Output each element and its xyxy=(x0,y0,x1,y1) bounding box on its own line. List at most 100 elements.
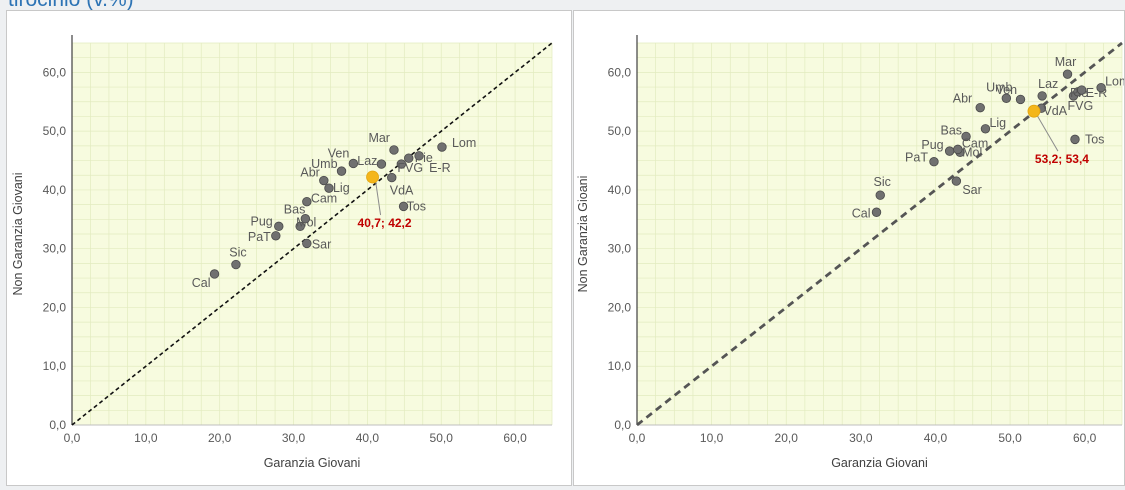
x-tick-label: 40,0 xyxy=(356,431,380,445)
x-tick-label: 40,0 xyxy=(924,431,948,445)
data-point-mar xyxy=(389,145,399,155)
data-label-pug: Pug xyxy=(251,214,273,228)
data-label-bas: Bas xyxy=(941,123,963,137)
data-point-cal xyxy=(209,269,220,279)
y-tick-label: 30,0 xyxy=(43,242,67,256)
y-tick-label: 10,0 xyxy=(43,359,67,373)
highlight-label: 40,7; 42,2 xyxy=(358,216,412,230)
y-tick-label: 60,0 xyxy=(608,65,632,79)
data-label-pat: PaT xyxy=(905,151,928,165)
y-tick-label: 0,0 xyxy=(49,418,66,432)
y-axis-label: Non Garanzia Giovani xyxy=(11,173,25,296)
data-point-lig xyxy=(324,183,334,193)
data-label-cam: Cam xyxy=(962,136,988,150)
data-label-fvg: FVG xyxy=(397,161,423,175)
data-label-pug: Pug xyxy=(921,138,943,152)
y-tick-label: 60,0 xyxy=(43,65,67,79)
x-tick-label: 60,0 xyxy=(1073,431,1097,445)
data-label-e-r: E-R xyxy=(429,161,451,175)
data-label-lig: Lig xyxy=(333,181,350,195)
scatter-chart-right: 0,0 10,0 20,0 30,0 40,0 50,0 60,0 0,0 10,0 20,0 30… xyxy=(576,35,1125,470)
data-point-cam xyxy=(953,144,963,155)
data-point-sic xyxy=(231,259,241,270)
reference-line-bisector xyxy=(636,41,1123,427)
x-axis-label: Garanzia Giovani xyxy=(264,456,361,470)
x-tick-label: 50,0 xyxy=(430,431,454,445)
chart-panel-right: 0,0 10,0 20,0 30,0 40,0 50,0 60,0 0,0 10,0 20,0 30… xyxy=(573,10,1125,486)
data-point-abr xyxy=(319,175,329,186)
data-point-lom xyxy=(437,142,447,152)
data-label-bas: Bas xyxy=(284,203,306,217)
data-label-sic: Sic xyxy=(874,175,891,189)
x-tick-label: 30,0 xyxy=(282,431,306,445)
data-label-pat: PaT xyxy=(248,230,271,244)
data-label-lom: Lom xyxy=(452,136,476,150)
data-point-tos xyxy=(398,201,409,212)
data-point-e-r xyxy=(1077,85,1087,95)
y-tick-label: 50,0 xyxy=(43,124,67,138)
highlight-label: 53,2; 53,4 xyxy=(1035,152,1089,166)
data-label-ven: Ven xyxy=(328,146,350,160)
data-point-pie xyxy=(404,153,414,163)
x-tick-label: 20,0 xyxy=(208,431,232,445)
y-tick-label: 0,0 xyxy=(614,418,631,432)
reference-line-bisector xyxy=(71,42,553,426)
chart-panel-left: 0,0 10,0 20,0 30,0 40,0 50,0 60,0 0,0 10,0 20,0 30… xyxy=(6,10,572,486)
data-point-umb xyxy=(336,166,347,176)
y-tick-label: 40,0 xyxy=(608,183,632,197)
data-label-sar: Sar xyxy=(962,183,981,197)
x-tick-label: 10,0 xyxy=(700,431,724,445)
x-tick-label: 60,0 xyxy=(503,431,527,445)
y-axis-label: Non Garanzia Gioani xyxy=(576,176,590,293)
data-point-sic xyxy=(875,190,885,200)
scatter-chart-left: 0,0 10,0 20,0 30,0 40,0 50,0 60,0 0,0 10,0 20,0 30… xyxy=(11,35,553,470)
data-point-ven xyxy=(1001,93,1012,103)
data-point-pug xyxy=(944,146,955,156)
x-tick-label: 10,0 xyxy=(134,431,158,445)
data-label-umb: Umb xyxy=(311,157,337,171)
data-label-abr: Abr xyxy=(953,92,972,106)
chart-header: tirocinio (v.%) xyxy=(0,0,1125,11)
data-label-umb: Umb xyxy=(986,80,1012,94)
data-point-abr xyxy=(975,102,985,113)
data-point-pat xyxy=(929,157,939,167)
data-label-sar: Sar xyxy=(312,237,331,251)
x-tick-label: 50,0 xyxy=(998,431,1022,445)
data-label-tos: Tos xyxy=(407,199,426,213)
data-label-laz: Laz xyxy=(1038,77,1058,91)
data-label-fvg: FVG xyxy=(1068,99,1094,113)
data-point-cal xyxy=(871,207,882,217)
data-point-mol xyxy=(295,221,305,232)
y-tick-label: 50,0 xyxy=(608,124,632,138)
data-point-sar xyxy=(951,176,962,186)
x-tick-label: 0,0 xyxy=(629,431,646,445)
data-label-mar: Mar xyxy=(368,131,390,145)
data-label-mar: Mar xyxy=(1055,55,1077,69)
highlight-point xyxy=(1027,104,1041,118)
data-label-vda: VdA xyxy=(1043,104,1067,118)
x-tick-label: 20,0 xyxy=(775,431,799,445)
data-point-pat xyxy=(271,231,281,241)
data-point-tos xyxy=(1070,134,1080,145)
data-label-ven: Ven xyxy=(996,83,1018,97)
data-point-vda xyxy=(387,172,397,183)
data-label-cal: Cal xyxy=(852,206,871,220)
data-point-fvg xyxy=(396,159,407,169)
data-point-e-r xyxy=(414,151,424,161)
data-label-tos: Tos xyxy=(1085,132,1104,146)
data-label-lom: Lom xyxy=(1105,75,1124,89)
data-point-laz xyxy=(1037,91,1047,101)
y-tick-label: 40,0 xyxy=(43,183,67,197)
data-point-bas xyxy=(961,131,971,142)
highlight-leader-line xyxy=(375,180,382,216)
data-point-ven xyxy=(348,158,359,169)
data-point-lig xyxy=(980,124,991,134)
data-label-sic: Sic xyxy=(229,246,246,260)
x-axis-label: Garanzia Giovani xyxy=(831,456,928,470)
data-label-vda: VdA xyxy=(390,184,414,198)
data-label-cal: Cal xyxy=(192,276,211,290)
data-point-bas xyxy=(300,214,311,224)
highlight-leader-line xyxy=(1036,114,1059,152)
data-point-laz xyxy=(376,159,387,169)
y-tick-label: 20,0 xyxy=(43,300,67,314)
